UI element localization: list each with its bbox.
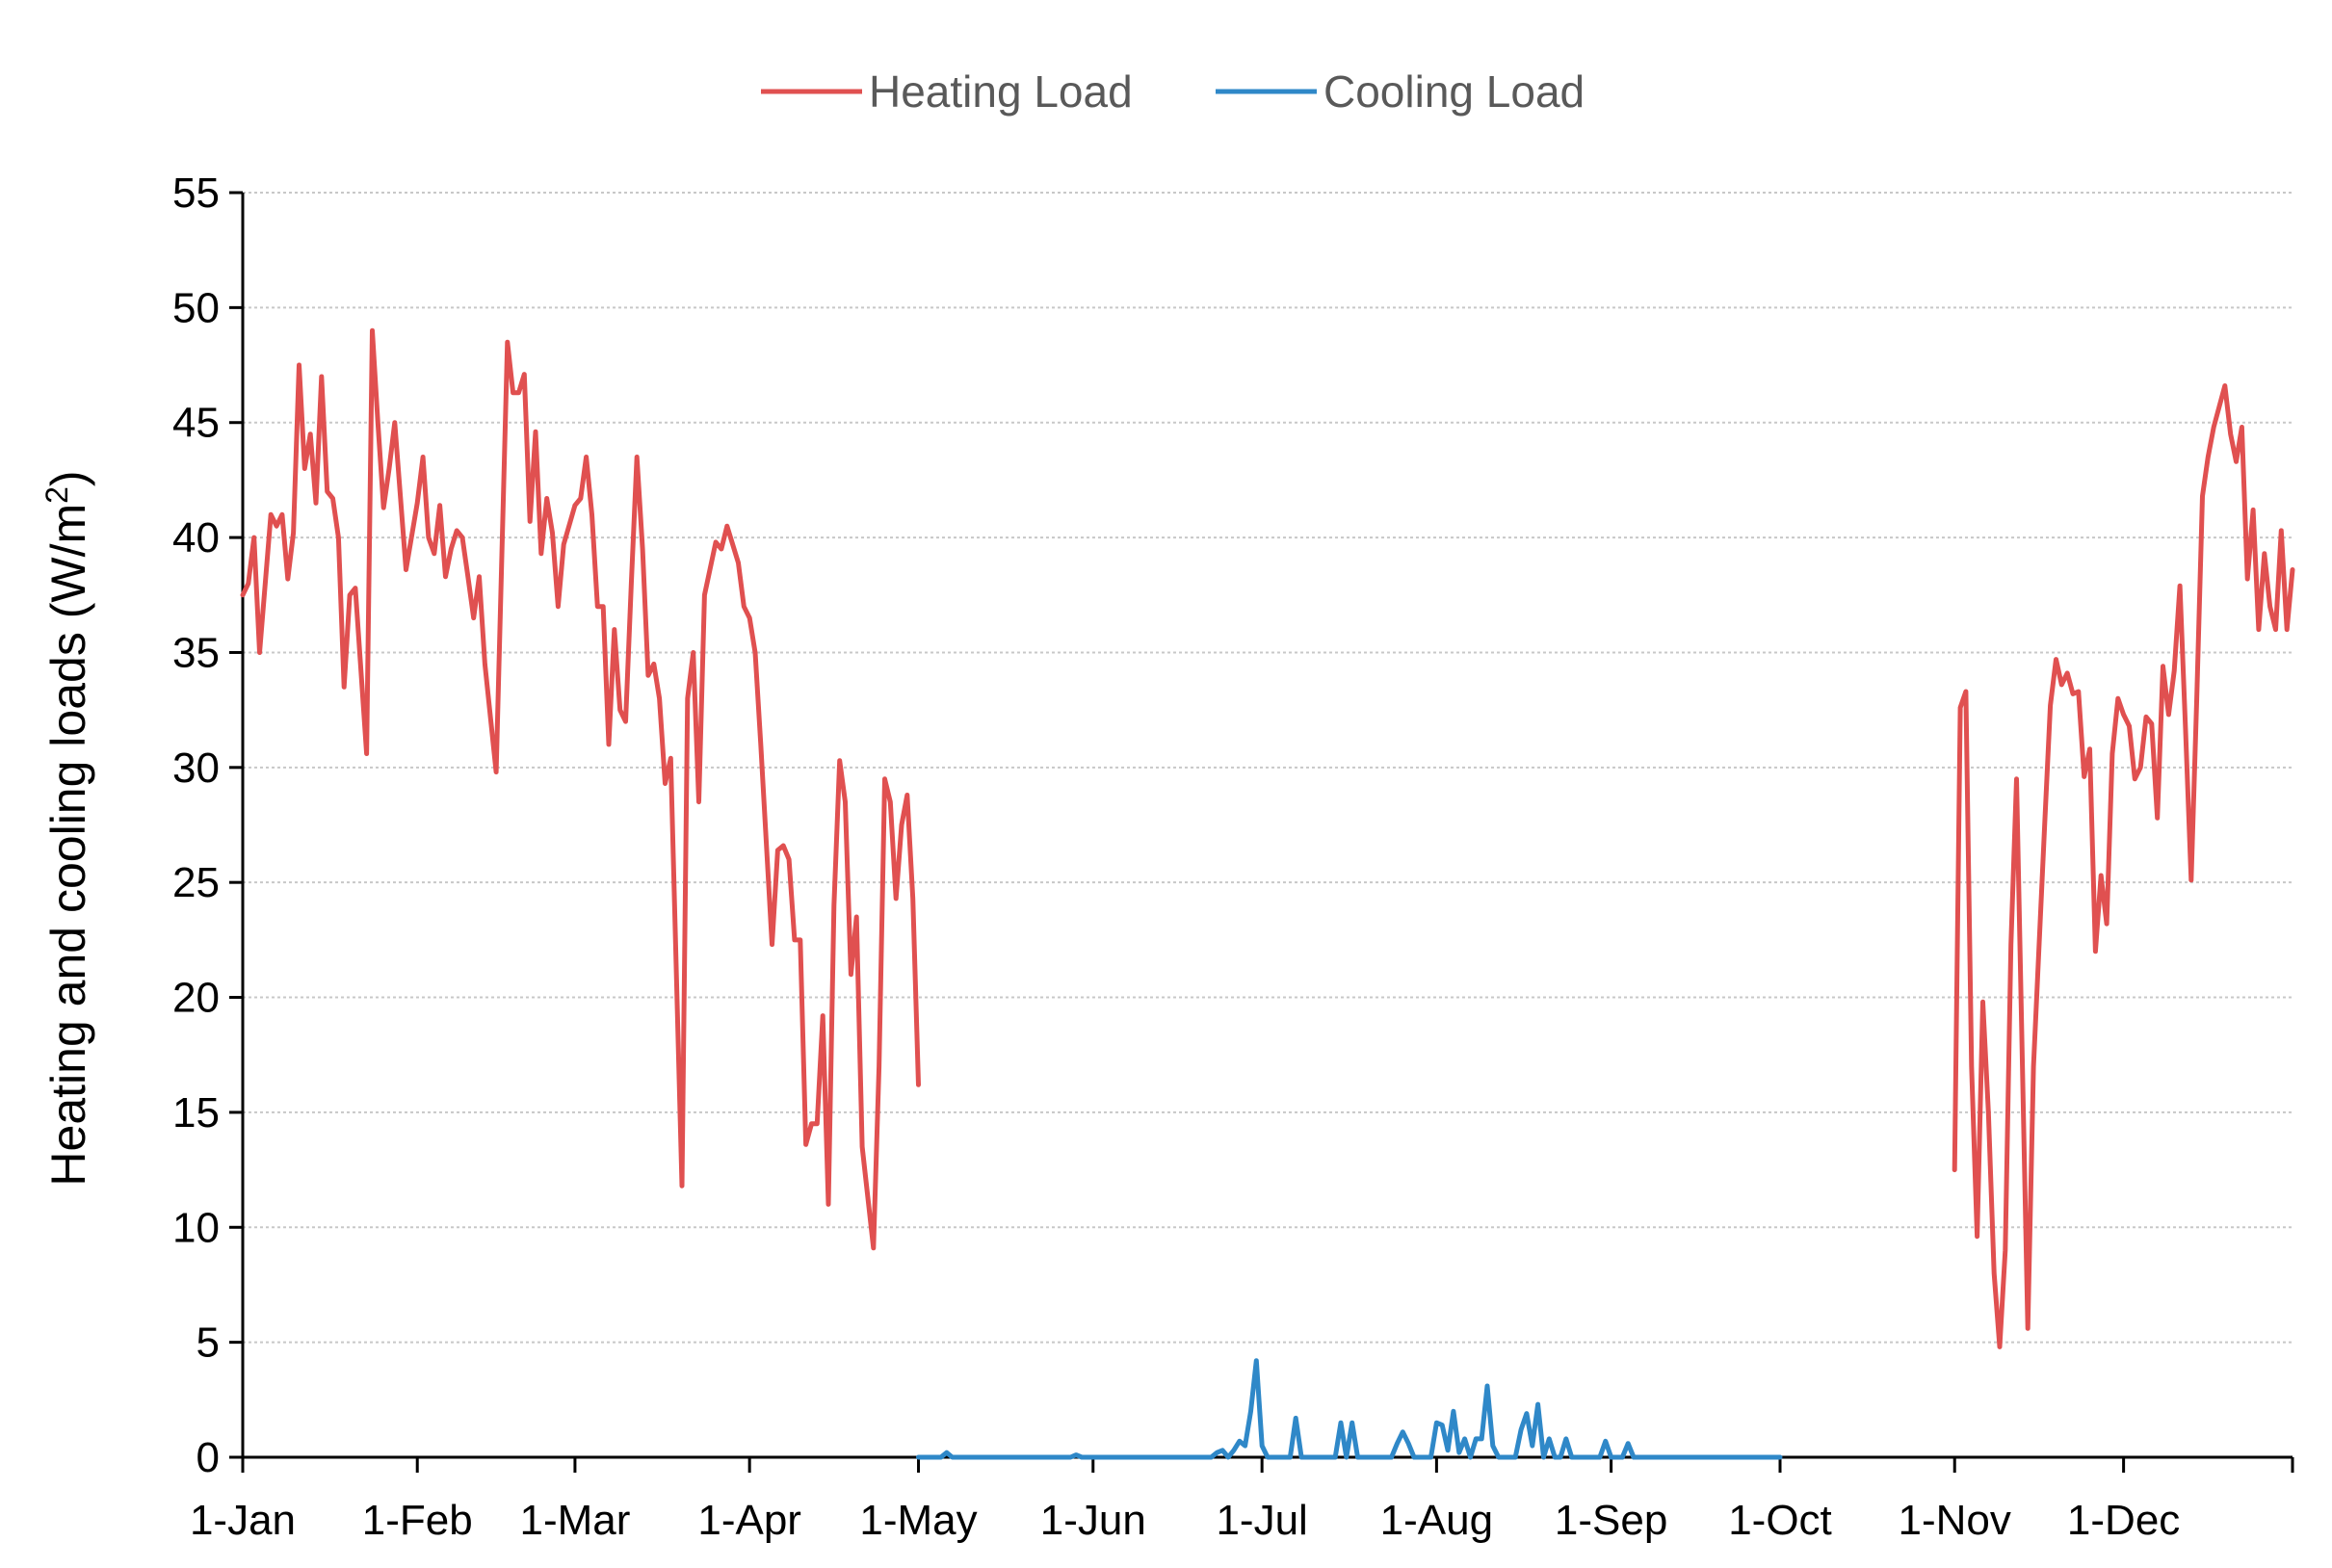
y-tick-label-15: 15	[172, 1089, 220, 1137]
x-tick-label-1-Aug: 1-Aug	[1380, 1497, 1493, 1544]
y-axis-title-superscript: 2	[39, 486, 74, 504]
x-tick-label-1-Dec: 1-Dec	[2067, 1497, 2180, 1544]
heating-load-line-1	[240, 327, 921, 1251]
cooling-load-line-1	[916, 1358, 1783, 1460]
series-lines	[240, 327, 2295, 1460]
x-tick-label-1-Mar: 1-Mar	[519, 1497, 630, 1544]
y-tick-label-40: 40	[172, 514, 220, 562]
y-axis-title-text: Heating and cooling loads (W/m	[41, 504, 95, 1187]
y-axis-title-end: )	[41, 470, 95, 486]
y-tick-label-20: 20	[172, 975, 220, 1022]
y-tick-label-5: 5	[197, 1320, 220, 1367]
legend: Heating Load Cooling Load	[761, 66, 1585, 117]
legend-label-cooling-load: Cooling Load	[1323, 66, 1585, 117]
x-tick-label-1-Jan: 1-Jan	[190, 1497, 296, 1544]
x-tick-label-1-Oct: 1-Oct	[1728, 1497, 1832, 1544]
x-tick-label-1-Apr: 1-Apr	[697, 1497, 801, 1544]
gridlines	[243, 192, 2293, 1344]
x-tick-label-1-Nov: 1-Nov	[1899, 1497, 2011, 1544]
heating-load-line-2	[1952, 383, 2295, 1349]
x-tick-label-1-Jul: 1-Jul	[1216, 1497, 1307, 1544]
y-tick-label-30: 30	[172, 745, 220, 792]
legend-label-heating-load: Heating Load	[869, 66, 1133, 117]
x-tick-label-1-Jun: 1-Jun	[1040, 1497, 1146, 1544]
axes: 0 5 10 15 20 25 30 35 40 45 50 55 1-Jan 1-Feb 1-Mar 1-A…	[172, 170, 2294, 1544]
y-tick-label-25: 25	[172, 859, 220, 906]
x-tick-label-1-Feb: 1-Feb	[362, 1497, 473, 1544]
x-tick-label-1-Sep: 1-Sep	[1555, 1497, 1667, 1544]
y-tick-label-35: 35	[172, 629, 220, 676]
x-tick-label-1-May: 1-May	[859, 1497, 977, 1544]
y-tick-label-0: 0	[197, 1434, 220, 1481]
y-axis-title: Heating and cooling loads (W/m2)	[39, 470, 95, 1186]
y-tick-label-45: 45	[172, 400, 220, 447]
y-tick-label-10: 10	[172, 1204, 220, 1251]
y-tick-label-55: 55	[172, 170, 220, 217]
y-tick-label-50: 50	[172, 284, 220, 331]
